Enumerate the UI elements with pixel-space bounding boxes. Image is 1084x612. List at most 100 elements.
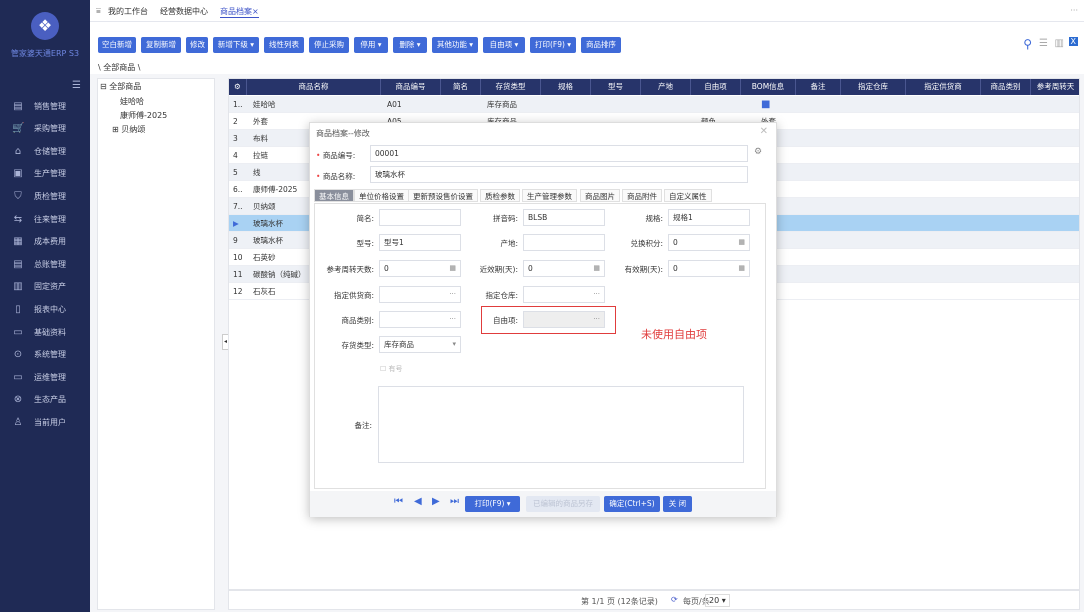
dialog-tab[interactable]: 生产管理参数 <box>522 189 577 202</box>
ellipsis-icon[interactable]: ··· <box>593 290 600 298</box>
toolbar-button[interactable]: 停用 ▾ <box>354 37 388 53</box>
ellipsis-icon[interactable]: ··· <box>449 315 456 323</box>
stock-type-input[interactable]: 库存商品 ▾ <box>379 336 461 353</box>
column-header[interactable]: 规格 <box>541 79 591 95</box>
dialog-tab[interactable]: 基本信息 <box>314 189 354 202</box>
column-header[interactable]: 指定供货商 <box>906 79 981 95</box>
toolbar-button[interactable]: 空白新增 <box>98 37 136 53</box>
menu-icon[interactable]: ⩸ <box>96 6 101 15</box>
serial-checkbox[interactable]: ☐ 有号 <box>380 365 403 373</box>
per-page-select[interactable]: 20 ▾ <box>705 594 730 607</box>
column-header[interactable]: 存货类型 <box>481 79 541 95</box>
toolbar-button[interactable]: 自由项 ▾ <box>483 37 525 53</box>
dialog-tab[interactable]: 单位价格设置 <box>354 189 409 202</box>
origin-input[interactable] <box>523 234 605 251</box>
dialog-tab[interactable]: 自定义属性 <box>664 189 712 202</box>
close-icon[interactable]: ✕ <box>759 126 768 137</box>
toolbar-button[interactable]: 停止采购 <box>309 37 349 53</box>
confirm-button[interactable]: 确定(Ctrl+S) <box>604 496 660 512</box>
last-record-icon[interactable]: ⏭ <box>450 496 459 507</box>
sidebar-item[interactable]: ⇆ 往来管理 <box>12 209 88 229</box>
save-as-button[interactable]: 已编辑的商品另存 <box>526 496 600 512</box>
toolbar-button[interactable]: 打印(F9) ▾ <box>530 37 576 53</box>
supplier-input[interactable]: ··· <box>379 286 461 303</box>
tree-node[interactable]: ⊞ 贝纳颂 <box>112 125 146 134</box>
print-button[interactable]: 打印(F9) ▾ <box>465 496 520 512</box>
prev-record-icon[interactable]: ◀ <box>414 496 422 507</box>
calculator-icon[interactable]: ▦ <box>593 264 600 272</box>
column-header[interactable]: 商品类别 <box>981 79 1031 95</box>
column-header[interactable]: 型号 <box>591 79 641 95</box>
sidebar-item[interactable]: ▥ 固定资产 <box>12 277 88 297</box>
toolbar-button[interactable]: 新增下级 ▾ <box>213 37 259 53</box>
free-item-input[interactable]: ··· <box>523 311 605 328</box>
column-header[interactable]: 备注 <box>796 79 841 95</box>
near-expiry-input[interactable]: 0 ▦ <box>523 260 605 277</box>
table-row[interactable]: 1.. 娃哈哈 A01 库存商品 ■ <box>229 96 1079 113</box>
column-header[interactable]: 参考周转天 <box>1031 79 1079 95</box>
tab-product-archive[interactable]: 商品档案× <box>220 7 259 18</box>
name-input[interactable]: 玻璃水杯 <box>370 166 748 183</box>
column-header[interactable]: 自由项 <box>691 79 741 95</box>
toolbar-button[interactable]: 删除 ▾ <box>393 37 427 53</box>
more-icon[interactable]: ··· <box>1070 6 1078 15</box>
ellipsis-icon[interactable]: ··· <box>449 290 456 298</box>
column-header[interactable]: 简名 <box>441 79 481 95</box>
sidebar-item[interactable]: ▤ 销售管理 <box>12 96 88 116</box>
column-header[interactable]: 商品名称 <box>247 79 381 95</box>
calculator-icon[interactable]: ▦ <box>738 238 745 246</box>
next-record-icon[interactable]: ▶ <box>432 496 440 507</box>
sidebar-item[interactable]: ▦ 成本费用 <box>12 232 88 252</box>
refresh-icon[interactable]: ⟳ <box>671 595 678 604</box>
toolbar-button[interactable]: 线性列表 <box>264 37 304 53</box>
model-input[interactable]: 型号1 <box>379 234 461 251</box>
chevron-down-icon[interactable]: ▾ <box>452 340 456 348</box>
tab-data-center[interactable]: 经营数据中心 <box>160 7 208 16</box>
first-record-icon[interactable]: ⏮ <box>394 496 403 507</box>
spec-input[interactable]: 规格1 <box>668 209 750 226</box>
tree-root[interactable]: ⊟ 全部商品 <box>100 82 142 91</box>
toolbar-button[interactable]: 复制新增 <box>141 37 181 53</box>
toolbar-button[interactable]: 商品排序 <box>581 37 621 53</box>
column-header[interactable]: 指定仓库 <box>841 79 906 95</box>
excel-icon[interactable]: X <box>1068 37 1078 46</box>
tree-node[interactable]: 娃哈哈 <box>120 97 144 106</box>
sidebar-item[interactable]: ▯ 报表中心 <box>12 299 88 319</box>
settings-gear-icon[interactable]: ⚙ <box>229 79 247 95</box>
collapse-menu-icon[interactable]: ☰ <box>72 80 81 91</box>
sidebar-item[interactable]: 🛒 采购管理 <box>12 119 88 139</box>
ellipsis-icon[interactable]: ··· <box>593 315 600 323</box>
dialog-tab[interactable]: 更新预设售价设置 <box>408 189 478 202</box>
toolbar-button[interactable]: 修改 <box>186 37 208 53</box>
turnover-input[interactable]: 0 ▦ <box>379 260 461 277</box>
tab-workbench[interactable]: 我的工作台 <box>108 7 148 16</box>
sidebar-item[interactable]: ⊙ 系统管理 <box>12 345 88 365</box>
category-input[interactable]: ··· <box>379 311 461 328</box>
calculator-icon[interactable]: ▦ <box>738 264 745 272</box>
dialog-tab[interactable]: 商品图片 <box>580 189 620 202</box>
dialog-tab[interactable]: 商品附件 <box>622 189 662 202</box>
warehouse-input[interactable]: ··· <box>523 286 605 303</box>
close-button[interactable]: 关 闭 <box>663 496 692 512</box>
sidebar-item[interactable]: ▭ 基础资料 <box>12 322 88 342</box>
code-input[interactable]: 00001 <box>370 145 748 162</box>
remark-textarea[interactable] <box>378 386 744 463</box>
sidebar-item[interactable]: ♙ 当前用户 <box>12 412 88 432</box>
toolbar-button[interactable]: 其他功能 ▾ <box>432 37 478 53</box>
short-name-input[interactable] <box>379 209 461 226</box>
dialog-tab[interactable]: 质检参数 <box>480 189 520 202</box>
validity-input[interactable]: 0 ▦ <box>668 260 750 277</box>
column-header[interactable]: BOM信息 <box>741 79 796 95</box>
calculator-icon[interactable]: ▦ <box>449 264 456 272</box>
columns-icon[interactable]: ▥ <box>1054 38 1064 49</box>
sidebar-item[interactable]: ⊗ 生态产品 <box>12 390 88 410</box>
search-icon[interactable]: ⚲ <box>1023 37 1032 51</box>
pinyin-input[interactable]: BLSB <box>523 209 605 226</box>
points-input[interactable]: 0 ▦ <box>668 234 750 251</box>
filter-icon[interactable]: ☰ <box>1039 38 1048 49</box>
sidebar-item[interactable]: ▣ 生产管理 <box>12 164 88 184</box>
sidebar-item[interactable]: ▤ 总账管理 <box>12 254 88 274</box>
column-header[interactable]: 商品编号 <box>381 79 441 95</box>
gear-icon[interactable]: ⚙ <box>754 147 763 157</box>
tree-node[interactable]: 康师傅-2025 <box>120 111 168 120</box>
